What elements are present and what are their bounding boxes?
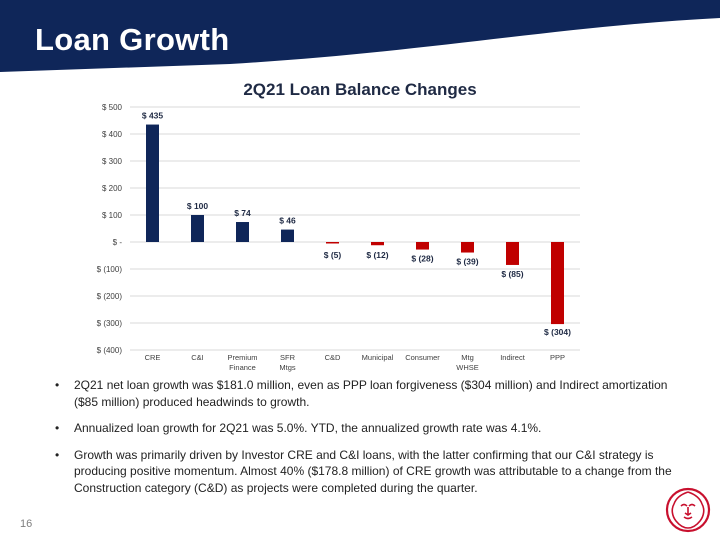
bar [371, 242, 384, 246]
chart-title: 2Q21 Loan Balance Changes [243, 80, 477, 99]
x-tick-label: Indirect [500, 353, 526, 362]
y-tick-label: $ - [113, 238, 123, 247]
bullet-item: 2Q21 net loan growth was $181.0 million,… [52, 377, 677, 410]
data-label: $ 435 [142, 111, 164, 121]
x-tick-label: PPP [550, 353, 565, 362]
data-labels: $ 435 $ 100 $ 74 $ 46 $ (5) $ (12) $ (28) $ (39… [142, 111, 571, 338]
data-label: $ (12) [366, 250, 388, 260]
page-title: Loan Growth [35, 22, 230, 57]
y-tick-label: $ 100 [102, 211, 123, 220]
page-number: 16 [20, 518, 33, 530]
x-tick-label: Mtg WHSE [456, 353, 479, 372]
y-tick-label: $ (200) [97, 292, 123, 301]
bar [506, 242, 519, 265]
data-label: $ 74 [234, 208, 251, 218]
data-label: $ (5) [324, 250, 342, 260]
x-tick-label: Municipal [362, 353, 394, 362]
bar-chart: $ 500 $ 400 $ 300 $ 200 $ 100 $ - $ (100) $ (20… [97, 103, 580, 372]
lion-head-icon [665, 487, 711, 533]
x-axis-ticks: CRE C&I Premium Finance SFR Mtgs C&D Municipal C… [145, 353, 565, 372]
data-label: $ (304) [544, 327, 571, 337]
bar [191, 215, 204, 242]
bar [236, 222, 249, 242]
y-tick-label: $ (400) [97, 346, 123, 355]
y-tick-label: $ 300 [102, 157, 123, 166]
bullet-item: Annualized loan growth for 2Q21 was 5.0%… [52, 420, 677, 437]
x-tick-label: CRE [145, 353, 161, 362]
bullet-item: Growth was primarily driven by Investor … [52, 447, 677, 497]
y-tick-label: $ 500 [102, 103, 123, 112]
data-label: $ 100 [187, 201, 209, 211]
y-tick-label: $ (300) [97, 319, 123, 328]
y-tick-label: $ 400 [102, 130, 123, 139]
bar [281, 229, 294, 242]
gridlines [130, 106, 580, 351]
data-label: $ (28) [411, 254, 433, 264]
x-tick-label: Consumer [405, 353, 440, 362]
bar [326, 242, 339, 244]
x-tick-label: Premium Finance [227, 353, 257, 372]
y-tick-label: $ 200 [102, 184, 123, 193]
data-label: $ 46 [279, 216, 296, 226]
bar [461, 242, 474, 253]
bar [551, 242, 564, 325]
x-tick-label: SFR Mtgs [279, 353, 296, 372]
bar [416, 242, 429, 250]
x-tick-label: C&I [191, 353, 204, 362]
y-axis-ticks: $ 500 $ 400 $ 300 $ 200 $ 100 $ - $ (100) $ (20… [97, 103, 123, 355]
header-banner [0, 0, 720, 72]
data-label: $ (85) [501, 269, 523, 279]
bar [146, 124, 159, 242]
x-tick-label: C&D [325, 353, 341, 362]
bullet-list: 2Q21 net loan growth was $181.0 million,… [52, 377, 677, 506]
y-tick-label: $ (100) [97, 265, 123, 274]
bars [146, 124, 564, 325]
data-label: $ (39) [456, 257, 478, 267]
